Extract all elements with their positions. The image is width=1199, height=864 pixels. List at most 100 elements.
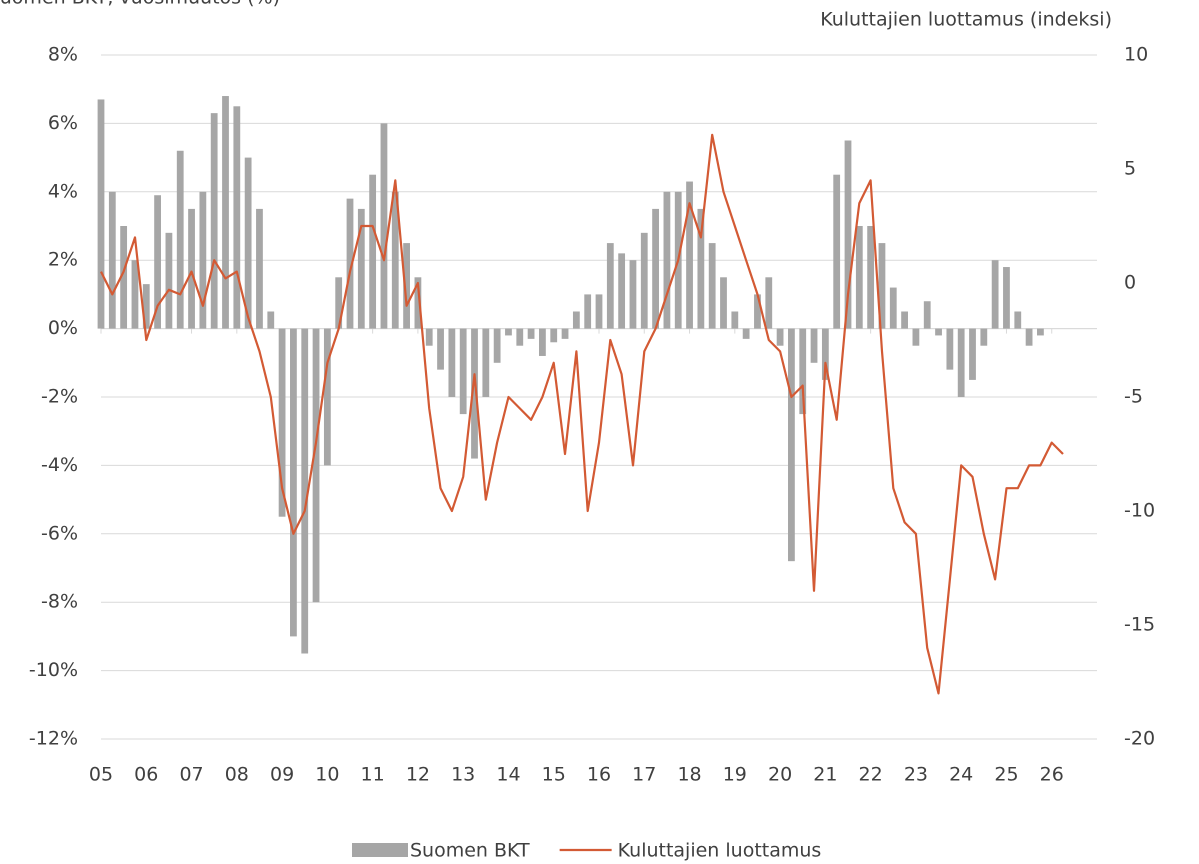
y-axis-title: Suomen BKT, vuosimuutos (%) (0, 0, 280, 9)
x-tick-label: 09 (270, 764, 294, 786)
y-tick-label: -12% (29, 728, 78, 750)
bar (312, 328, 320, 603)
bar (108, 191, 116, 329)
legend-label: Suomen BKT (410, 840, 530, 862)
bar (799, 328, 807, 415)
x-tick-label: 17 (632, 764, 656, 786)
bar (572, 311, 580, 329)
bar (448, 328, 456, 397)
y-tick-label: 0% (48, 317, 78, 339)
bar (222, 96, 229, 329)
x-tick-label: 24 (949, 764, 973, 786)
x-tick-label: 10 (315, 764, 339, 786)
bar (210, 113, 218, 329)
bar (901, 311, 908, 329)
x-tick-label: 06 (134, 764, 158, 786)
bar (584, 294, 592, 329)
bar (821, 328, 829, 380)
bar (131, 260, 139, 329)
bar (708, 243, 716, 329)
bar (629, 260, 637, 329)
x-tick-label: 12 (406, 764, 430, 786)
bar (403, 243, 410, 329)
bar (720, 277, 727, 329)
bar (154, 195, 161, 329)
y-tick-label: -10% (29, 659, 78, 681)
bar (425, 328, 433, 346)
x-tick-label: 20 (768, 764, 792, 786)
bar (833, 174, 841, 329)
bar (969, 328, 976, 380)
bar (935, 328, 942, 336)
y-tick-label: 6% (48, 112, 78, 134)
bar (765, 277, 773, 329)
bar (991, 260, 999, 329)
y2-tick-label: 0 (1124, 272, 1136, 294)
bar (188, 208, 195, 329)
bar (97, 99, 105, 329)
bar (120, 226, 128, 329)
bar (391, 191, 399, 329)
y-tick-label: -6% (41, 522, 78, 544)
y-tick-label: -8% (41, 591, 78, 613)
bar (199, 191, 207, 329)
y2-tick-label: 10 (1124, 44, 1148, 66)
bar (482, 328, 490, 397)
bar (516, 328, 524, 346)
x-tick-label: 11 (361, 764, 385, 786)
bar (176, 150, 184, 329)
bar (742, 328, 750, 339)
bar (459, 328, 467, 415)
bar (1003, 267, 1010, 329)
bar (369, 174, 377, 329)
bar (912, 328, 920, 346)
bar (1014, 311, 1022, 329)
y2-axis-title: Kuluttajien luottamus (indeksi) (820, 9, 1112, 31)
x-tick-label: 15 (542, 764, 566, 786)
bar (335, 277, 343, 329)
bar (618, 253, 626, 329)
bar (663, 191, 671, 329)
bar (233, 106, 241, 329)
line (100, 133, 1064, 695)
y-tick-label: 2% (48, 249, 78, 271)
bar (640, 232, 648, 329)
y-tick-label: -4% (41, 454, 78, 476)
bar (855, 226, 863, 329)
bar (946, 328, 954, 370)
x-tick-label: 14 (496, 764, 520, 786)
bar (980, 328, 988, 346)
bar (697, 208, 705, 329)
bar (878, 243, 886, 329)
bar (380, 123, 388, 329)
bar (844, 140, 852, 329)
x-tick-label: 16 (587, 764, 611, 786)
x-tick-label: 21 (813, 764, 837, 786)
bar (788, 328, 795, 562)
y2-tick-label: -20 (1124, 728, 1155, 750)
bar (357, 208, 365, 329)
x-tick-label: 08 (225, 764, 249, 786)
bar (539, 328, 546, 356)
bar (1037, 328, 1044, 336)
x-tick-label: 18 (677, 764, 701, 786)
bar (346, 198, 354, 329)
bar (957, 328, 965, 397)
bar (527, 328, 535, 339)
bar (867, 226, 875, 329)
bar (278, 328, 286, 517)
bar (550, 328, 558, 343)
bar (301, 328, 309, 654)
x-tick-label: 07 (179, 764, 203, 786)
bar (606, 243, 614, 329)
x-tick-label: 26 (1040, 764, 1064, 786)
bar (505, 328, 512, 336)
bar (810, 328, 818, 363)
y-tick-label: -2% (41, 386, 78, 408)
bar (731, 311, 739, 329)
bar (290, 328, 297, 637)
x-tick-label: 25 (994, 764, 1018, 786)
bar (244, 157, 252, 329)
bar (471, 328, 478, 459)
